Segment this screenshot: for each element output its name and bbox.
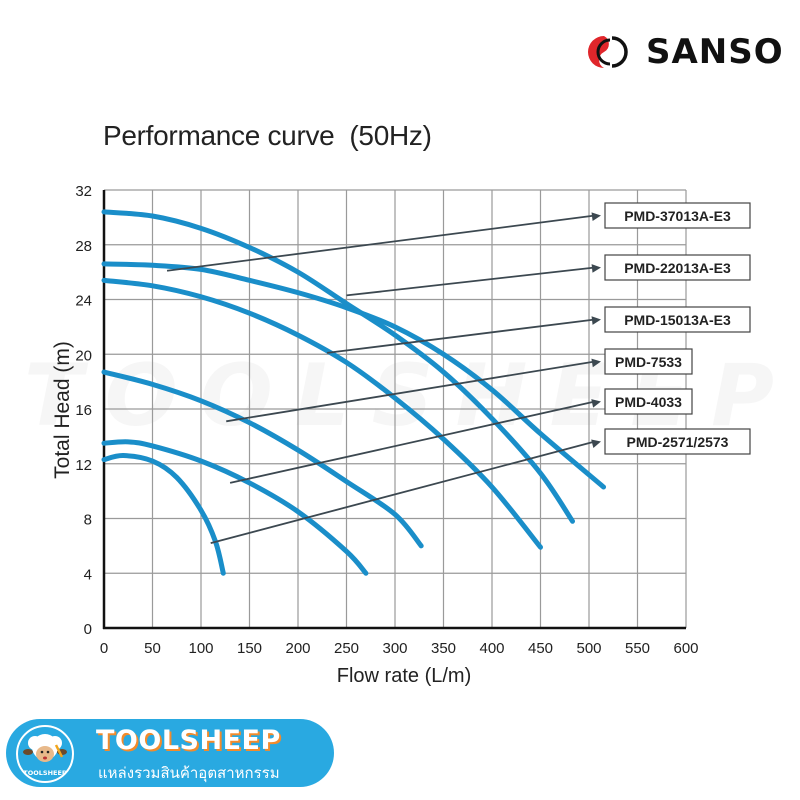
legend-leader-lines bbox=[166, 212, 601, 545]
toolsheep-title: TOOLSHEEP bbox=[96, 725, 281, 756]
svg-text:PMD-15013A-E3: PMD-15013A-E3 bbox=[624, 312, 731, 328]
svg-text:TOOLSHEEP: TOOLSHEEP bbox=[23, 769, 67, 777]
svg-text:PMD-2571/2573: PMD-2571/2573 bbox=[627, 434, 729, 450]
svg-text:350: 350 bbox=[431, 640, 456, 657]
svg-text:PMD-4033: PMD-4033 bbox=[615, 394, 682, 410]
curve-pmd-22013a-e3 bbox=[101, 209, 576, 524]
curve-pmd-2571-2573 bbox=[101, 453, 226, 576]
svg-text:500: 500 bbox=[576, 640, 601, 657]
svg-text:150: 150 bbox=[237, 640, 262, 657]
legend-item: PMD-22013A-E3 bbox=[604, 254, 751, 281]
toolsheep-tagline: แหล่งรวมสินค้าอุตสาหกรรม bbox=[98, 764, 280, 782]
legend-item: PMD-37013A-E3 bbox=[604, 202, 751, 229]
svg-text:400: 400 bbox=[479, 640, 504, 657]
svg-text:20: 20 bbox=[75, 347, 92, 364]
toolsheep-badge: TOOLSHEEP TOOLSHEEP แหล่งรวมสินค้าอุตสาห… bbox=[6, 719, 334, 787]
chart-title: Performance curve (50Hz) bbox=[103, 120, 432, 151]
svg-text:PMD-37013A-E3: PMD-37013A-E3 bbox=[624, 208, 731, 224]
svg-text:600: 600 bbox=[673, 640, 698, 657]
svg-text:PMD-22013A-E3: PMD-22013A-E3 bbox=[624, 260, 731, 276]
sanso-brand-logo: SANSO bbox=[582, 32, 784, 72]
curve-pmd-15013a-e3 bbox=[101, 277, 543, 550]
legend-item: PMD-4033 bbox=[604, 388, 693, 415]
svg-text:250: 250 bbox=[334, 640, 359, 657]
svg-text:4: 4 bbox=[84, 566, 92, 583]
y-axis-ticks: 0 4 8 12 16 20 24 28 32 bbox=[75, 183, 92, 638]
toolsheep-sheep-logo-icon: TOOLSHEEP bbox=[16, 725, 74, 783]
svg-text:16: 16 bbox=[75, 402, 92, 419]
brand-name: SANSO bbox=[646, 32, 784, 72]
legend-item: PMD-15013A-E3 bbox=[604, 306, 751, 333]
svg-text:100: 100 bbox=[188, 640, 213, 657]
svg-text:12: 12 bbox=[75, 457, 92, 474]
svg-text:32: 32 bbox=[75, 183, 92, 200]
y-axis-label: Total Head (m) bbox=[51, 341, 74, 479]
curve-pmd-4033 bbox=[101, 439, 369, 576]
svg-text:50: 50 bbox=[144, 640, 161, 657]
svg-text:550: 550 bbox=[625, 640, 650, 657]
legend: PMD-37013A-E3 PMD-22013A-E3 PMD-15013A-E3 P… bbox=[604, 202, 751, 455]
legend-item: PMD-7533 bbox=[604, 348, 693, 375]
legend-item: PMD-2571/2573 bbox=[604, 428, 751, 455]
svg-text:300: 300 bbox=[382, 640, 407, 657]
x-axis-label: Flow rate (L/m) bbox=[337, 665, 471, 687]
svg-text:0: 0 bbox=[84, 621, 92, 638]
x-axis-ticks: 0 50 100 150 200 250 300 350 400 450 500 550 600 bbox=[100, 640, 699, 657]
chart-grid bbox=[103, 189, 687, 629]
svg-text:PMD-7533: PMD-7533 bbox=[615, 354, 682, 370]
svg-text:200: 200 bbox=[285, 640, 310, 657]
svg-text:0: 0 bbox=[100, 640, 108, 657]
svg-text:28: 28 bbox=[75, 238, 92, 255]
svg-text:24: 24 bbox=[75, 293, 92, 310]
svg-text:8: 8 bbox=[84, 512, 92, 529]
sanso-mark-icon bbox=[588, 36, 628, 68]
svg-text:450: 450 bbox=[528, 640, 553, 657]
curve-pmd-7533 bbox=[101, 369, 424, 549]
